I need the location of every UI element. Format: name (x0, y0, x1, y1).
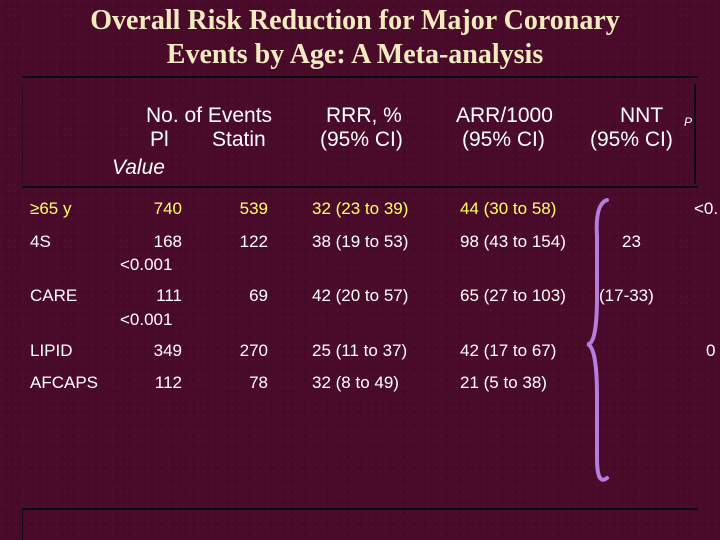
table-row-placebo: 111 (156, 286, 182, 305)
title-line-1: Overall Risk Reduction for Major Coronar… (90, 5, 620, 36)
table-left-border (22, 510, 23, 540)
table-row-placebo: 740 (153, 199, 182, 218)
header-events-label: No. of Events (146, 104, 273, 127)
slide-title: Overall Risk Reduction for Major Coronar… (0, 4, 710, 72)
header-statin-label: Statin (212, 128, 266, 151)
table-row-rrr: 32 (23 to 39) (312, 199, 409, 218)
table-row-arr: 65 (27 to 103) (460, 286, 566, 305)
header-placebo-label: Pl (150, 128, 169, 151)
pooled-nnt-ci: (17-33) (599, 286, 654, 305)
grouping-bracket (586, 198, 609, 482)
pooled-nnt-value: 23 (622, 232, 641, 251)
table-row-statin: 122 (239, 232, 268, 251)
table-row-rrr: 32 (8 to 49) (312, 373, 399, 392)
header-rrr-ci: (95% CI) (320, 128, 403, 151)
title-rule (22, 76, 698, 78)
header-p-label: P (684, 115, 693, 129)
table-row-statin: 270 (239, 341, 268, 360)
header-rule (22, 186, 698, 188)
header-p-value-label: Value (112, 156, 165, 179)
table-row-arr: 42 (17 to 67) (460, 341, 557, 360)
grouping-bracket-path (586, 198, 609, 482)
table-row-statin: 78 (249, 373, 268, 392)
table-row-rrr: 25 (11 to 37) (312, 341, 408, 360)
header-rrr-label: RRR, % (326, 104, 402, 127)
header-arr-ci: (95% CI) (462, 128, 545, 151)
pooled-p-value-bottom-clipped: 0 (706, 341, 716, 360)
table-row-p-value: <0.001 (120, 310, 173, 329)
table-row-rrr: 42 (20 to 57) (312, 286, 409, 305)
pooled-p-value-clipped: <0. (694, 199, 719, 218)
header-arr-label: ARR/1000 (456, 104, 553, 127)
bottom-rule (22, 508, 698, 510)
header-nnt-label: NNT (620, 104, 664, 127)
table-row-rrr: 38 (19 to 53) (312, 232, 409, 251)
table-row-arr: 98 (43 to 154) (460, 232, 566, 251)
table-row-statin: 539 (239, 199, 268, 218)
table-row-placebo: 349 (153, 341, 182, 360)
table-row-arr: 44 (30 to 58) (460, 199, 557, 218)
header-left-border (22, 84, 23, 184)
header-right-border (694, 84, 696, 184)
table-row-arr: 21 (5 to 38) (460, 373, 547, 392)
table-row-statin: 69 (249, 286, 268, 305)
table-row-p-value: <0.001 (120, 255, 173, 274)
table-row-placebo: 168 (153, 232, 182, 251)
table-row-study: AFCAPS (30, 373, 99, 392)
table-row-study: CARE (30, 286, 78, 305)
header-nnt-ci: (95% CI) (590, 128, 673, 151)
table-row-study: 4S (30, 232, 51, 251)
table-row-study: LIPID (30, 341, 73, 360)
table-row-placebo: 112 (154, 373, 182, 392)
table-row-study: ≥65 y (30, 199, 72, 218)
title-line-2: Events by Age: A Meta-analysis (166, 39, 544, 70)
